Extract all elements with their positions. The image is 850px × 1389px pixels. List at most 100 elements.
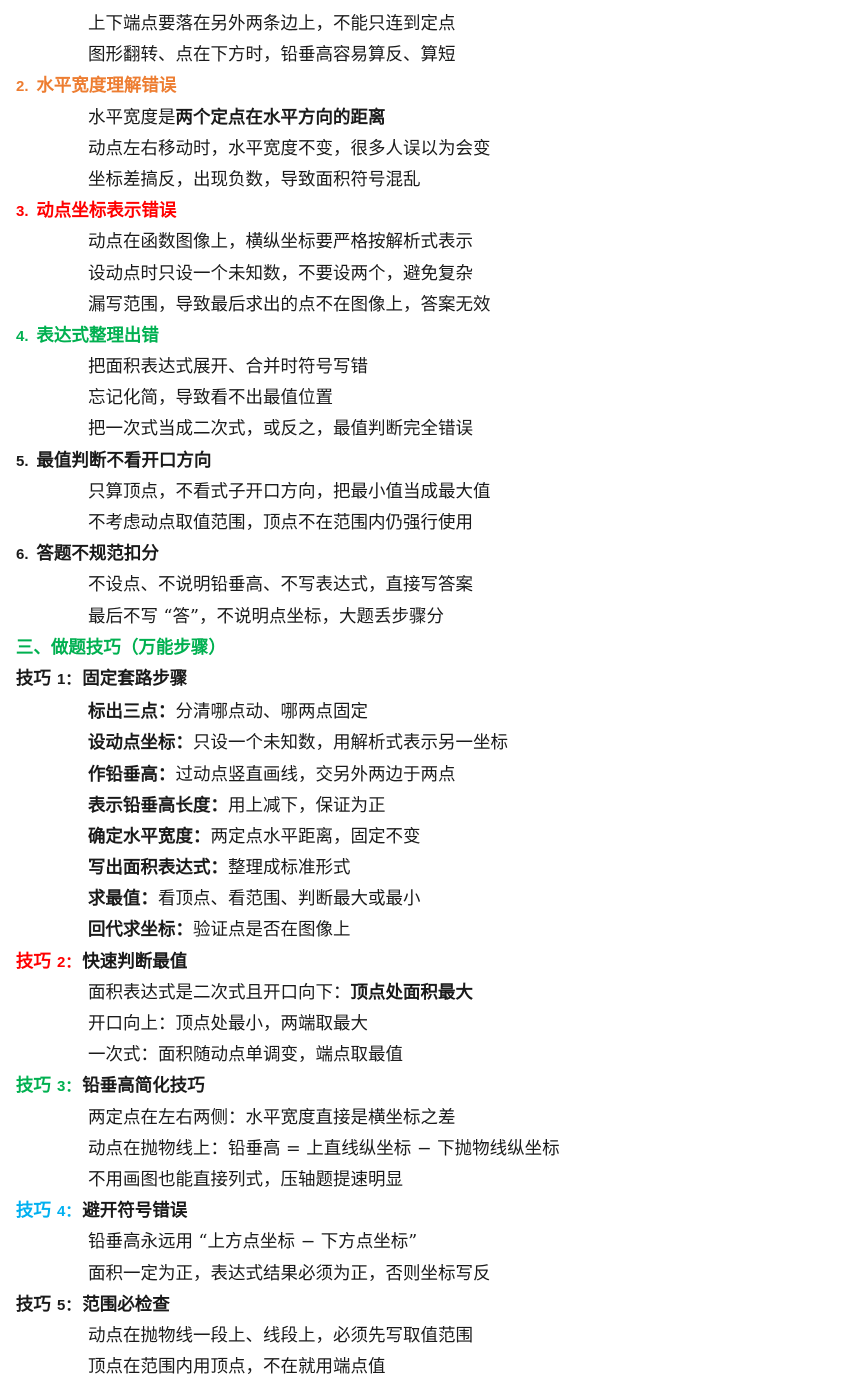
- body-line: 坐标差搞反，出现负数，导致面积符号混乱: [0, 165, 850, 196]
- bold-text: 设动点坐标：: [88, 733, 193, 754]
- tip-label: 技巧: [16, 668, 51, 689]
- heading-number: 4.: [16, 327, 29, 345]
- text-segment: 动点在抛物线上：铅垂高 = 上直线纵坐标 − 下抛物线纵坐标: [88, 1138, 560, 1159]
- section-heading: 技巧 2： 快速判断最值: [0, 947, 850, 978]
- body-line: 表示铅垂高长度：用上减下，保证为正: [0, 791, 850, 822]
- text-segment: 动点坐标表示错误: [36, 201, 177, 222]
- section-heading: 6. 答题不规范扣分: [0, 539, 850, 570]
- text-segment: 快速判断最值: [82, 951, 188, 972]
- section-heading: 2. 水平宽度理解错误: [0, 71, 850, 102]
- heading-number: 2：: [57, 953, 81, 971]
- text-segment: 用上减下，保证为正: [228, 795, 386, 816]
- text-segment: 坐标差搞反，出现负数，导致面积符号混乱: [88, 169, 421, 190]
- section-heading: 4. 表达式整理出错: [0, 321, 850, 352]
- body-line: 面积一定为正，表达式结果必须为正，否则坐标写反: [0, 1259, 850, 1290]
- body-line: 一次式：面积随动点单调变，端点取最值: [0, 1040, 850, 1071]
- text-segment: 看顶点、看范围、判断最大或最小: [158, 889, 421, 910]
- body-line: 铅垂高永远用 “上方点坐标 − 下方点坐标”: [0, 1227, 850, 1258]
- text-segment: 一次式：面积随动点单调变，端点取最值: [88, 1045, 403, 1066]
- body-line: 把面积表达式展开、合并时符号写错: [0, 352, 850, 383]
- tip-label: 技巧: [16, 951, 51, 972]
- body-line: 面积表达式是二次式且开口向下：顶点处面积最大: [0, 978, 850, 1009]
- bold-text: 写出面积表达式：: [88, 858, 228, 879]
- text-segment: 动点在抛物线一段上、线段上，必须先写取值范围: [88, 1325, 473, 1346]
- body-line: 回代求坐标：验证点是否在图像上: [0, 915, 850, 946]
- body-line: 不考虑动点取值范围，顶点不在范围内仍强行使用: [0, 508, 850, 539]
- body-line: 动点在抛物线一段上、线段上，必须先写取值范围: [0, 1321, 850, 1352]
- text-segment: 顶点在范围内用顶点，不在就用端点值: [88, 1357, 386, 1378]
- heading-number: 3.: [16, 203, 29, 221]
- text-segment: 铅垂高永远用 “上方点坐标 − 下方点坐标”: [88, 1232, 418, 1253]
- heading-number: 6.: [16, 546, 29, 564]
- body-line: 开口向上：顶点处最小，两端取最大: [0, 1009, 850, 1040]
- body-line: 设动点时只设一个未知数，不要设两个，避免复杂: [0, 259, 850, 290]
- body-line: 水平宽度是两个定点在水平方向的距离: [0, 103, 850, 134]
- text-segment: 把面积表达式展开、合并时符号写错: [88, 357, 368, 378]
- body-line: 漏写范围，导致最后求出的点不在图像上，答案无效: [0, 290, 850, 321]
- text-segment: 不考虑动点取值范围，顶点不在范围内仍强行使用: [88, 513, 473, 533]
- section-heading: 三、做题技巧（万能步骤）: [0, 633, 850, 664]
- body-line: 求最值：看顶点、看范围、判断最大或最小: [0, 884, 850, 915]
- body-line: 确定水平宽度：两定点水平距离，固定不变: [0, 822, 850, 853]
- text-segment: 只算顶点，不看式子开口方向，把最小值当成最大值: [88, 481, 491, 502]
- text-segment: 动点在函数图像上，横纵坐标要严格按解析式表示: [88, 232, 473, 253]
- section-heading: 3. 动点坐标表示错误: [0, 196, 850, 227]
- body-line: 动点在抛物线上：铅垂高 = 上直线纵坐标 − 下抛物线纵坐标: [0, 1134, 850, 1165]
- body-line: 图形翻转、点在下方时，铅垂高容易算反、算短: [0, 40, 850, 71]
- text-segment: 水平宽度理解错误: [36, 76, 177, 97]
- text-segment: 面积表达式是二次式且开口向下：: [88, 982, 351, 1003]
- text-segment: 上下端点要落在另外两条边上，不能只连到定点: [88, 14, 456, 34]
- body-line: 不设点、不说明铅垂高、不写表达式，直接写答案: [0, 570, 850, 601]
- bold-text: 两个定点在水平方向的距离: [175, 107, 386, 128]
- body-line: 上下端点要落在另外两条边上，不能只连到定点: [0, 9, 850, 40]
- text-segment: 设动点时只设一个未知数，不要设两个，避免复杂: [88, 263, 473, 284]
- text-segment: 把一次式当成二次式，或反之，最值判断完全错误: [88, 419, 473, 440]
- text-segment: 避开符号错误: [82, 1201, 188, 1222]
- text-segment: 分清哪点动、哪两点固定: [175, 702, 369, 723]
- text-segment: 两定点水平距离，固定不变: [210, 826, 421, 847]
- text-segment: 铅垂高简化技巧: [82, 1076, 205, 1097]
- body-line: 设动点坐标：只设一个未知数，用解析式表示另一坐标: [0, 728, 850, 759]
- text-segment: 不设点、不说明铅垂高、不写表达式，直接写答案: [88, 575, 473, 596]
- text-segment: 验证点是否在图像上: [193, 920, 351, 941]
- bold-text: 表示铅垂高长度：: [88, 795, 228, 816]
- body-line: 只算顶点，不看式子开口方向，把最小值当成最大值: [0, 477, 850, 508]
- body-line: 顶点在范围内用顶点，不在就用端点值: [0, 1352, 850, 1383]
- body-line: 写出面积表达式：整理成标准形式: [0, 853, 850, 884]
- body-line: 动点在函数图像上，横纵坐标要严格按解析式表示: [0, 227, 850, 258]
- section-heading: 技巧 5： 范围必检查: [0, 1290, 850, 1321]
- section-heading: 技巧 3： 铅垂高简化技巧: [0, 1071, 850, 1102]
- text-segment: 忘记化简，导致看不出最值位置: [88, 388, 333, 409]
- body-line: 不用画图也能直接列式，压轴题提速明显: [0, 1165, 850, 1196]
- section-heading: 5. 最值判断不看开口方向: [0, 446, 850, 477]
- body-line: 标出三点：分清哪点动、哪两点固定: [0, 697, 850, 728]
- bold-text: 回代求坐标：: [88, 920, 193, 941]
- text-segment: 只设一个未知数，用解析式表示另一坐标: [193, 733, 508, 754]
- text-segment: 动点左右移动时，水平宽度不变，很多人误以为会变: [88, 138, 491, 159]
- bold-text: 顶点处面积最大: [350, 982, 474, 1003]
- text-segment: 图形翻转、点在下方时，铅垂高容易算反、算短: [88, 45, 456, 66]
- body-line: 忘记化简，导致看不出最值位置: [0, 383, 850, 414]
- heading-number: 2.: [16, 78, 29, 96]
- body-line: 两定点在左右两侧：水平宽度直接是横坐标之差: [0, 1103, 850, 1134]
- body-line: 作铅垂高：过动点竖直画线，交另外两边于两点: [0, 760, 850, 791]
- heading-number: 5.: [16, 452, 29, 470]
- tip-label: 技巧: [16, 1076, 51, 1097]
- heading-number: 3：: [57, 1078, 81, 1096]
- text-segment: 范围必检查: [82, 1294, 170, 1315]
- heading-number: 5：: [57, 1296, 81, 1314]
- text-segment: 答题不规范扣分: [36, 544, 160, 565]
- text-segment: 整理成标准形式: [228, 858, 351, 879]
- text-segment: 面积一定为正，表达式结果必须为正，否则坐标写反: [88, 1263, 491, 1284]
- text-segment: 漏写范围，导致最后求出的点不在图像上，答案无效: [88, 294, 491, 315]
- text-segment: 不用画图也能直接列式，压轴题提速明显: [88, 1169, 403, 1190]
- section-heading: 技巧 4： 避开符号错误: [0, 1196, 850, 1227]
- text-segment: 两定点在左右两侧：水平宽度直接是横坐标之差: [88, 1107, 456, 1128]
- text-segment: 开口向上：顶点处最小，两端取最大: [88, 1014, 368, 1034]
- body-line: 把一次式当成二次式，或反之，最值判断完全错误: [0, 414, 850, 445]
- text-segment: 最值判断不看开口方向: [36, 450, 212, 471]
- text-segment: 固定套路步骤: [82, 668, 188, 689]
- bold-text: 确定水平宽度：: [88, 826, 211, 847]
- text-segment: 过动点竖直画线，交另外两边于两点: [175, 764, 456, 785]
